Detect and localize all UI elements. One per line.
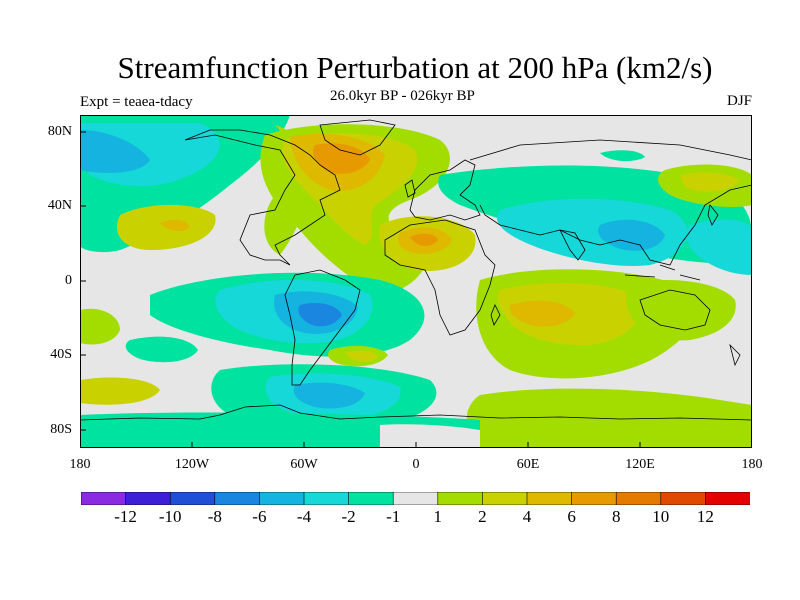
contour-yellow-neasia (680, 172, 740, 192)
coast-australia (639, 289, 711, 331)
coast-south-america (284, 269, 361, 386)
coast-uk (404, 179, 416, 198)
contour-yellow-40s (345, 350, 378, 362)
lat-label-80n: 80N (47, 124, 72, 139)
contour-green-sp (80, 308, 120, 345)
coast-newzealand (729, 343, 741, 367)
colorbar-swatch (169, 492, 216, 505)
colorbar-swatch (214, 492, 261, 505)
colorbar-tick-label: -10 (158, 507, 182, 526)
coast-africa (384, 219, 496, 336)
contour-cyan2-so (293, 382, 365, 409)
lon-label-0: 0 (412, 457, 420, 472)
colorbar-swatch (348, 492, 395, 505)
season-label: DJF (726, 93, 752, 109)
coast-north-america (184, 129, 341, 266)
contour-cyan2-asia (598, 219, 665, 251)
colorbar-swatch (482, 492, 528, 505)
coast-asia (469, 139, 752, 266)
map-panel (80, 115, 752, 448)
colorbar-tick-label: 6 (567, 507, 576, 526)
lon-label-120e: 120E (625, 457, 655, 472)
lat-label-0: 0 (65, 273, 72, 288)
experiment-label: Expt = teaea-tdacy (80, 94, 193, 110)
colorbar-swatch (615, 492, 662, 505)
lat-label-40n: 40N (47, 198, 72, 213)
colorbar-swatch (571, 492, 618, 505)
contour-darkorange-africa (410, 233, 438, 247)
lat-ticks (80, 131, 86, 431)
contour-blue-sam (298, 303, 342, 327)
lat-label-40s: 40S (50, 347, 72, 362)
colorbar-swatch (259, 492, 305, 505)
coast-india (559, 229, 586, 261)
colorbar-tick-label: 10 (652, 507, 670, 526)
colorbar-swatch (705, 492, 750, 505)
colorbar-swatch (437, 492, 484, 505)
colorbar-swatch (125, 492, 171, 505)
chart-subtitle: 26.0kyr BP - 026kyr BP (330, 88, 475, 104)
colorbar-tick-label: -4 (296, 507, 312, 526)
colorbar-tick-label: -6 (252, 507, 267, 526)
colorbar-tick-label: 1 (433, 507, 443, 526)
colorbar-tick-label: -8 (207, 507, 222, 526)
colorbar-tick-label: 4 (522, 507, 532, 526)
colorbar-swatch (81, 492, 127, 505)
lon-label-60e: 60E (516, 457, 540, 472)
colorbar-tick-label: -12 (114, 507, 137, 526)
contour-green-small (600, 150, 645, 162)
colorbar-swatch (392, 492, 439, 505)
colorbar-tick-label: -2 (341, 507, 356, 526)
contour-darkorange-natl (313, 143, 370, 174)
contour-green-aus (625, 280, 736, 341)
colorbar-swatch (303, 492, 350, 505)
colorbar-swatch (526, 492, 573, 505)
map-canvas (80, 115, 752, 448)
contour-orange-pac (160, 219, 190, 232)
lon-label-60w: 60W (290, 457, 318, 472)
contour-gray-ant (380, 424, 480, 448)
colorbar (81, 492, 750, 505)
contour-cyan-right (686, 219, 752, 275)
coast-europe (409, 159, 481, 221)
coast-indonesia (624, 264, 701, 281)
coastlines (80, 119, 752, 421)
colorbar-tick-label: 12 (696, 507, 714, 526)
colorbar-swatch (660, 492, 707, 505)
coast-greenland (319, 119, 396, 156)
coast-madagascar (490, 304, 501, 326)
lon-label-180-right: 180 (741, 457, 763, 472)
contour-orange-sio (509, 300, 575, 327)
coast-antarctica (80, 404, 752, 421)
contour-cyan2-npacific (80, 130, 150, 173)
colorbar-tick-label: -1 (386, 507, 401, 526)
colorbar-tick-label: 2 (478, 507, 487, 526)
lon-label-120w: 120W (174, 457, 210, 472)
lat-label-80s: 80S (50, 422, 72, 437)
lon-ticks (191, 442, 641, 448)
coast-japan (707, 204, 719, 226)
lon-label-180-left: 180 (69, 457, 91, 472)
contour-yellow-sp3 (80, 377, 160, 405)
contour-green-sp2 (125, 336, 198, 363)
chart-title: Streamfunction Perturbation at 200 hPa (… (117, 50, 713, 85)
colorbar-tick-label: 8 (611, 507, 621, 526)
